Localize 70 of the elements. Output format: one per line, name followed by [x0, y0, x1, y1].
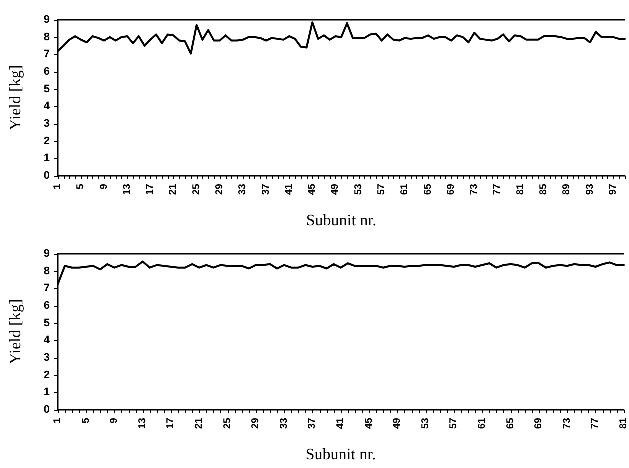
y-tick-label: 5	[44, 83, 50, 96]
y-tick-label: 0	[44, 170, 50, 182]
x-tick-label: 5	[80, 418, 92, 424]
x-tick-label: 73	[469, 184, 480, 196]
x-tick-label: 53	[420, 418, 432, 430]
x-tick-label: 77	[590, 418, 602, 430]
x-tick-label: 1	[52, 418, 64, 424]
x-tick-label: 89	[562, 184, 573, 196]
x-tick-label: 29	[214, 184, 226, 196]
x-tick-label: 45	[307, 184, 318, 196]
x-tick-label: 93	[584, 184, 596, 196]
y-tick-label: 4	[44, 334, 51, 347]
y-tick-label: 2	[44, 369, 50, 382]
y-tick-label: 9	[44, 248, 50, 260]
x-tick-label: 61	[400, 184, 411, 196]
x-tick-label: 85	[538, 184, 550, 196]
x-tick-label: 97	[608, 184, 619, 196]
x-tick-label: 65	[505, 418, 516, 430]
y-tick-label: 8	[44, 31, 50, 44]
x-tick-label: 9	[109, 418, 120, 424]
x-tick-label: 13	[122, 184, 133, 196]
x-tick-label: 49	[392, 418, 404, 430]
x-tick-label: 69	[446, 184, 457, 196]
x-tick-label: 41	[336, 418, 346, 430]
y-tick-label: 1	[44, 386, 50, 399]
x-tick-label: 45	[364, 418, 375, 430]
y-tick-label: 9	[44, 14, 50, 26]
x-tick-label: 21	[168, 184, 180, 196]
x-tick-label: 57	[448, 418, 460, 430]
y-tick-label: 0	[44, 404, 50, 416]
x-tick-label: 1	[52, 184, 64, 190]
x-axis-title: Subunit nr.	[306, 446, 376, 464]
y-tick-label: 7	[44, 282, 50, 295]
x-tick-label: 81	[515, 184, 526, 196]
x-tick-label: 69	[534, 418, 545, 430]
y-axis-title: Yield [kg]	[8, 299, 24, 365]
x-tick-label: 25	[222, 418, 234, 430]
x-tick-label: 33	[278, 418, 290, 430]
x-tick-label: 65	[422, 184, 434, 196]
x-tick-label: 29	[250, 418, 262, 430]
x-tick-label: 37	[260, 184, 272, 196]
x-tick-label: 81	[618, 418, 629, 430]
y-tick-label: 2	[44, 135, 50, 148]
y-tick-label: 1	[44, 152, 50, 165]
x-axis-title: Subunit nr.	[306, 212, 377, 230]
x-tick-label: 33	[238, 184, 249, 196]
x-tick-label: 5	[76, 184, 87, 190]
y-tick-label: 7	[44, 48, 50, 61]
x-tick-label: 17	[145, 184, 156, 196]
x-tick-label: 49	[330, 184, 342, 196]
x-tick-label: 61	[477, 418, 488, 430]
y-axis-title: Yield [kg]	[8, 65, 24, 131]
x-tick-label: 41	[284, 184, 295, 196]
x-tick-label: 9	[98, 184, 110, 190]
x-tick-label: 53	[353, 184, 364, 196]
y-tick-label: 6	[44, 300, 50, 312]
y-tick-label: 4	[44, 100, 51, 113]
x-tick-label: 25	[191, 184, 202, 196]
y-tick-label: 3	[44, 118, 50, 130]
x-tick-label: 57	[376, 184, 388, 196]
x-tick-label: 37	[307, 418, 318, 430]
y-tick-label: 3	[44, 352, 50, 364]
x-tick-label: 17	[166, 418, 177, 430]
x-tick-label: 21	[194, 418, 205, 430]
x-tick-label: 77	[492, 184, 504, 196]
y-tick-label: 8	[44, 265, 50, 278]
x-tick-label: 73	[562, 418, 573, 430]
x-tick-label: 13	[137, 418, 148, 430]
y-tick-label: 5	[44, 317, 50, 330]
y-tick-label: 6	[44, 66, 50, 78]
